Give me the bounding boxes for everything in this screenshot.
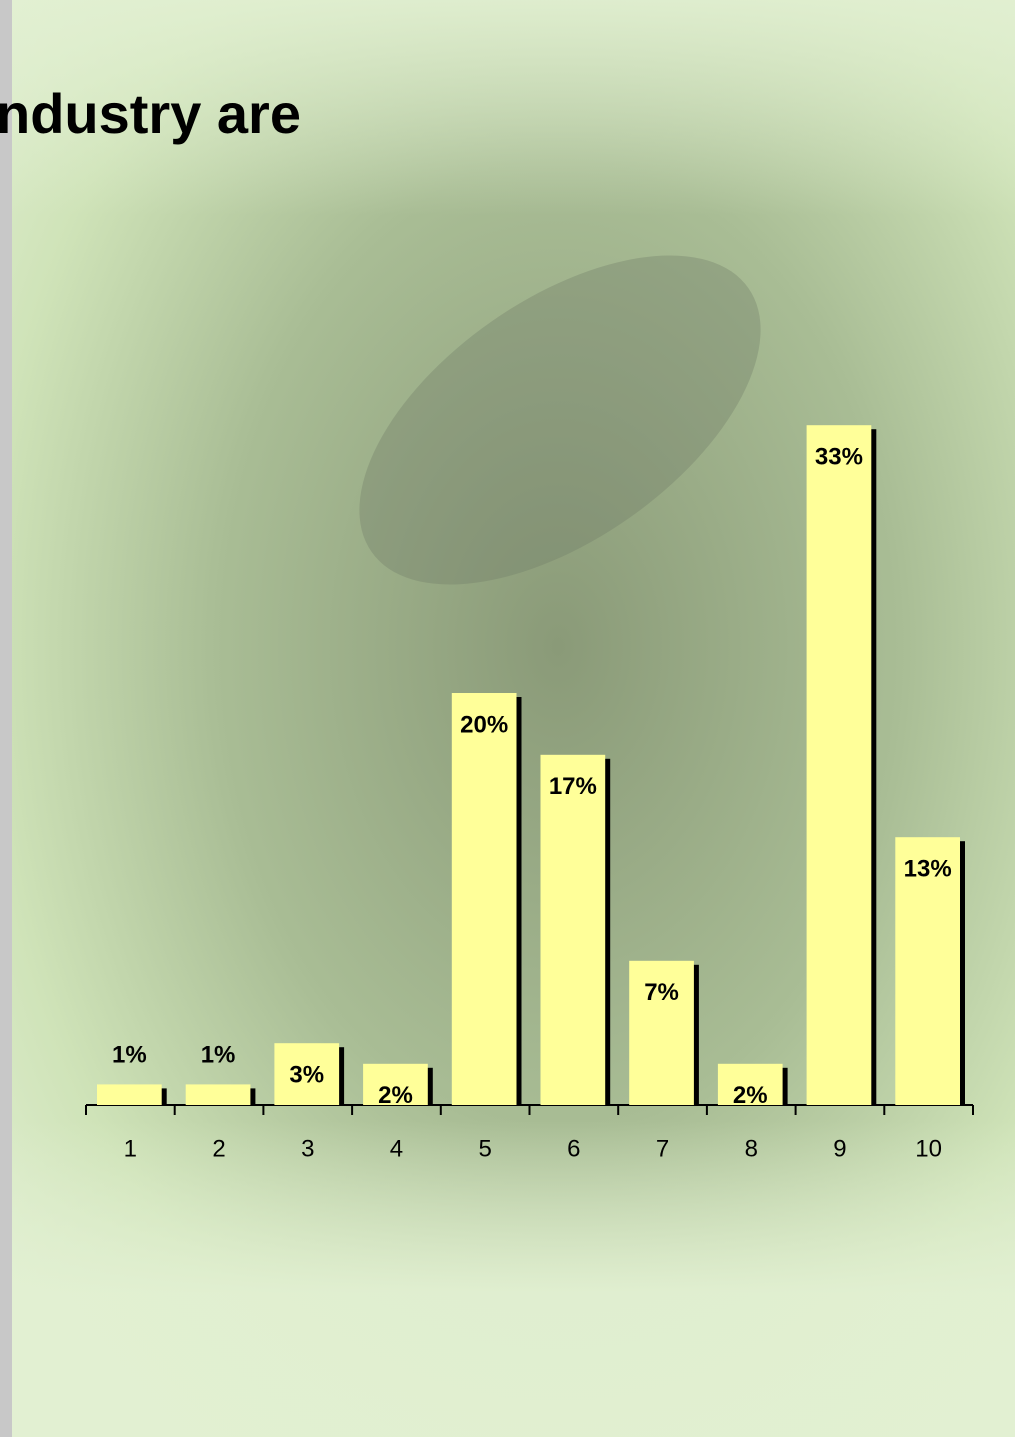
bar bbox=[541, 755, 606, 1105]
x-tick-label: 2 bbox=[212, 1135, 225, 1162]
x-tick-label: 5 bbox=[478, 1135, 491, 1162]
value-label: 33% bbox=[815, 444, 863, 471]
bar bbox=[97, 1084, 162, 1105]
value-label: 7% bbox=[644, 979, 679, 1006]
bar bbox=[186, 1084, 251, 1105]
x-tick-label: 9 bbox=[833, 1135, 846, 1162]
value-label: 1% bbox=[201, 1042, 236, 1069]
x-tick-label: 6 bbox=[567, 1135, 580, 1162]
x-tick-label: 4 bbox=[390, 1135, 403, 1162]
bar bbox=[452, 693, 517, 1105]
value-label: 13% bbox=[904, 856, 952, 883]
value-label: 3% bbox=[289, 1062, 324, 1089]
value-label: 2% bbox=[733, 1082, 768, 1109]
x-tick-label: 3 bbox=[301, 1135, 314, 1162]
value-label: 1% bbox=[112, 1042, 147, 1069]
bar bbox=[807, 425, 872, 1105]
x-tick-label: 10 bbox=[915, 1135, 942, 1162]
left-strip bbox=[0, 0, 12, 1437]
slide: ndustry are 1% 1 1% 2 3% 3 2% 4 20% 5 17% 6 7% 7 2% 8 33… bbox=[0, 0, 1015, 1437]
x-tick-label: 8 bbox=[745, 1135, 758, 1162]
value-label: 17% bbox=[549, 773, 597, 800]
value-label: 2% bbox=[378, 1082, 413, 1109]
x-tick-label: 1 bbox=[124, 1135, 137, 1162]
x-tick-label: 7 bbox=[656, 1135, 669, 1162]
value-label: 20% bbox=[460, 711, 508, 738]
slide-title: ndustry are bbox=[0, 82, 301, 145]
